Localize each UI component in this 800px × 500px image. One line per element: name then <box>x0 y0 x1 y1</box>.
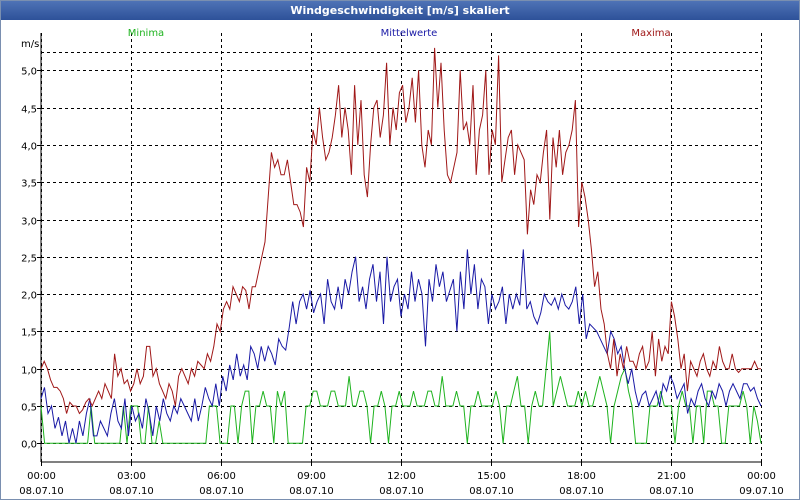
y-tick-label: 4,0 <box>21 142 37 153</box>
x-tick-date: 08.07.10 <box>199 486 244 497</box>
x-tick-date: 08.07.10 <box>379 486 424 497</box>
y-tick-label: 2,5 <box>21 254 37 265</box>
x-tick-date: 08.07.10 <box>19 486 64 497</box>
y-tick-label: 3,5 <box>21 179 37 190</box>
series-line-minima <box>40 331 762 444</box>
y-tick-label: 2,0 <box>21 291 37 302</box>
y-tick-label: 0,0 <box>21 440 37 451</box>
y-tick-label: 1,5 <box>21 328 37 339</box>
legend-maxima: Maxima <box>631 28 670 39</box>
y-tick-label: 4,5 <box>21 105 37 116</box>
x-tick-time: 21:00 <box>657 471 686 482</box>
x-tick-date: 09.07.10 <box>739 486 784 497</box>
x-tick-time: 06:00 <box>207 471 236 482</box>
x-tick-time: 00:00 <box>747 471 776 482</box>
series-line-mittelwerte <box>40 249 762 444</box>
y-tick-label: 0,5 <box>21 403 37 414</box>
x-tick-time: 03:00 <box>117 471 146 482</box>
x-tick-date: 08.07.10 <box>559 486 604 497</box>
x-tick-time: 00:00 <box>27 471 56 482</box>
x-tick-time: 15:00 <box>477 471 506 482</box>
y-tick-label: 3,0 <box>21 217 37 228</box>
y-axis-label: m/s <box>21 39 39 50</box>
x-tick-time: 09:00 <box>297 471 326 482</box>
x-tick-date: 08.07.10 <box>289 486 334 497</box>
x-tick-date: 08.07.10 <box>109 486 154 497</box>
x-tick-date: 08.07.10 <box>649 486 694 497</box>
x-tick-date: 08.07.10 <box>469 486 514 497</box>
y-tick-label: 5,0 <box>21 67 37 78</box>
legend-mittelwerte: Mittelwerte <box>381 28 438 39</box>
window-title: Windgeschwindigkeit [m/s] skaliert <box>1 1 799 20</box>
series-line-maxima <box>40 47 761 415</box>
x-tick-time: 18:00 <box>567 471 596 482</box>
legend-minima: Minima <box>128 28 164 39</box>
y-tick-label: 1,0 <box>21 366 37 377</box>
x-tick-time: 12:00 <box>387 471 416 482</box>
chart-area: 0,0 0,5 1,0 1,5 2,0 2,5 3,0 3,5 4,0 4,5 5,0 m/s 00:0… <box>19 28 784 497</box>
